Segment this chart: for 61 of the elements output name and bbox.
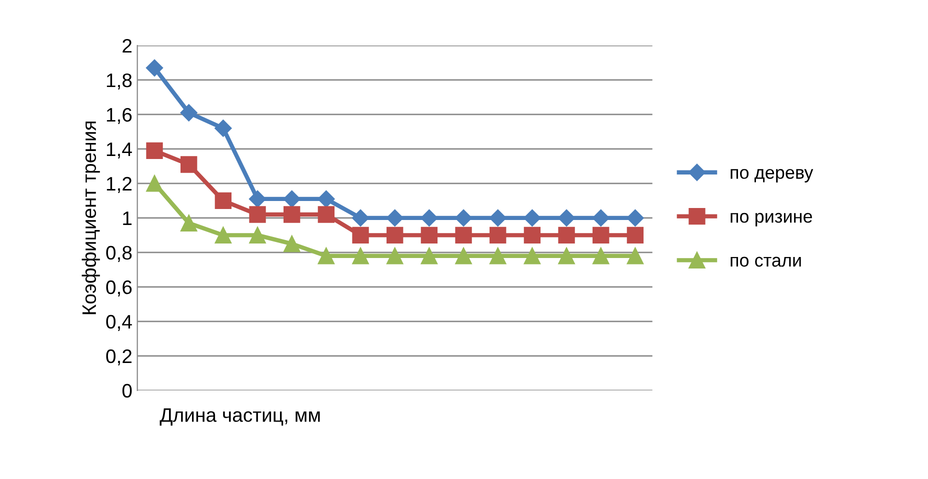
point	[180, 104, 198, 122]
point	[524, 248, 541, 264]
point	[318, 190, 335, 208]
point	[455, 248, 472, 264]
point	[352, 248, 369, 264]
point	[318, 206, 335, 223]
point	[146, 175, 163, 192]
x-axis-title: Длина частиц, мм	[160, 408, 320, 426]
point	[420, 209, 438, 226]
point	[249, 226, 266, 244]
point	[489, 209, 506, 226]
point	[454, 209, 472, 226]
legend-label: по ризине	[730, 212, 812, 226]
point	[180, 214, 198, 232]
point	[352, 226, 369, 244]
point	[386, 248, 404, 264]
y-tick-label: 0,2	[106, 349, 132, 366]
point	[490, 226, 506, 244]
point	[146, 59, 164, 76]
y-tick-label: 1,2	[106, 176, 132, 193]
legend-label: по дереву	[730, 168, 814, 182]
y-tick-label: 1	[123, 212, 132, 225]
point	[386, 226, 404, 244]
y-tick-label: 1,6	[106, 108, 132, 124]
point	[592, 226, 610, 244]
point	[524, 209, 541, 226]
point	[214, 192, 232, 210]
point	[146, 142, 163, 160]
y-tick-label: 2	[122, 38, 132, 53]
y-tick-label: 0,6	[106, 280, 132, 296]
point	[626, 226, 644, 244]
point	[248, 190, 266, 208]
point	[249, 206, 266, 223]
point	[283, 190, 300, 208]
point	[386, 209, 404, 226]
point	[592, 248, 610, 264]
y-tick-label: 0,4	[106, 314, 132, 331]
y-tick-label: 0,8	[106, 246, 132, 262]
point	[214, 120, 232, 137]
point	[455, 226, 472, 244]
point	[558, 209, 576, 226]
point	[558, 248, 575, 264]
point	[626, 209, 644, 226]
point	[284, 206, 300, 223]
y-tick-label: 0	[122, 384, 132, 398]
point	[490, 248, 506, 264]
y-axis-title: Коэффициент трения	[82, 122, 100, 314]
y-tick-label: 1,8	[106, 73, 132, 90]
point	[420, 226, 438, 244]
point	[318, 248, 335, 264]
point	[352, 209, 370, 226]
point	[420, 248, 438, 264]
point	[214, 226, 232, 244]
point	[180, 156, 198, 173]
point	[284, 235, 300, 252]
point	[558, 226, 575, 244]
point	[626, 248, 644, 264]
point	[524, 226, 541, 244]
legend-label: по стали	[730, 256, 801, 267]
y-tick-label: 1,4	[106, 142, 132, 159]
point	[592, 209, 610, 226]
